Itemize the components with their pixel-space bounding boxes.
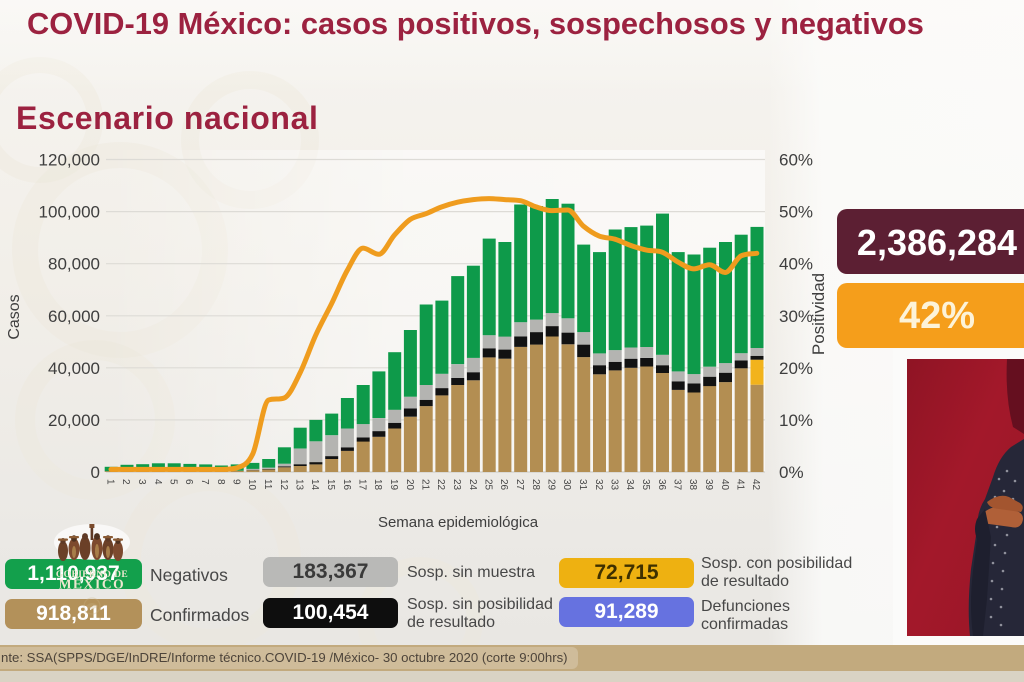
svg-text:Positividad: Positividad [809,273,828,355]
svg-text:1: 1 [105,479,116,485]
svg-text:31: 31 [577,479,588,491]
svg-text:20: 20 [404,479,415,491]
svg-text:80,000: 80,000 [48,255,100,274]
svg-text:0%: 0% [779,463,804,482]
svg-text:11: 11 [262,479,273,490]
svg-text:30: 30 [561,479,572,491]
svg-text:40: 40 [719,479,730,491]
svg-text:21: 21 [420,479,431,491]
svg-text:22: 22 [435,479,446,491]
svg-text:38: 38 [687,479,698,491]
svg-text:23: 23 [451,479,462,491]
svg-text:Casos: Casos [6,294,23,339]
svg-text:60,000: 60,000 [48,307,100,326]
svg-text:10%: 10% [779,411,813,430]
svg-text:26: 26 [498,479,509,491]
svg-text:GOBIERNO DE: GOBIERNO DE [56,570,128,580]
svg-text:34: 34 [624,479,635,491]
svg-text:2: 2 [120,479,131,485]
svg-text:Semana epidemiológica: Semana epidemiológica [378,514,539,531]
svg-text:8: 8 [215,479,226,485]
svg-text:16: 16 [341,479,352,491]
svg-text:9: 9 [231,479,242,485]
svg-text:37: 37 [672,479,683,491]
svg-text:60%: 60% [779,151,813,170]
svg-text:10: 10 [246,479,257,491]
svg-text:3: 3 [136,479,147,485]
svg-text:13: 13 [294,479,305,491]
svg-text:50%: 50% [779,203,813,222]
svg-text:0: 0 [91,463,100,482]
svg-text:5: 5 [168,479,179,485]
svg-text:32: 32 [593,479,604,491]
svg-text:20,000: 20,000 [48,411,100,430]
svg-text:7: 7 [199,479,210,485]
svg-text:25: 25 [483,479,494,491]
svg-text:36: 36 [656,479,667,491]
svg-text:28: 28 [530,479,541,491]
svg-text:15: 15 [325,479,336,491]
svg-text:35: 35 [640,479,651,491]
svg-text:30%: 30% [779,307,813,326]
svg-text:100,000: 100,000 [39,203,100,222]
svg-text:6: 6 [183,479,194,485]
svg-text:120,000: 120,000 [39,151,100,170]
svg-text:42: 42 [750,479,761,491]
svg-text:40%: 40% [779,255,813,274]
svg-text:19: 19 [388,479,399,491]
svg-text:39: 39 [703,479,714,491]
svg-text:12: 12 [278,479,289,491]
svg-text:41: 41 [735,479,746,491]
svg-text:MÉXICO: MÉXICO [59,577,126,592]
svg-text:17: 17 [357,479,368,491]
svg-text:14: 14 [309,479,320,491]
svg-text:18: 18 [372,479,383,491]
svg-text:40,000: 40,000 [48,359,100,378]
svg-text:29: 29 [546,479,557,491]
svg-text:24: 24 [467,479,478,491]
svg-text:27: 27 [514,479,525,491]
svg-text:4: 4 [152,479,163,485]
svg-text:33: 33 [609,479,620,491]
svg-text:20%: 20% [779,359,813,378]
